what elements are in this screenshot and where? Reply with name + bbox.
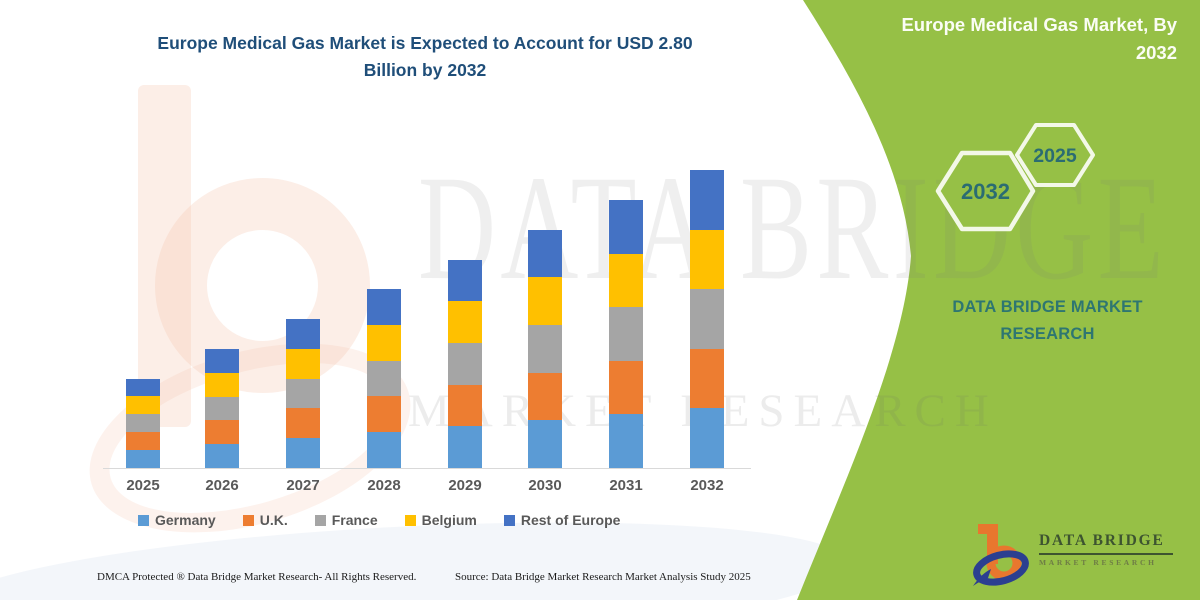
bar-segment-u-k-2025 [126, 432, 160, 451]
bar-segment-rest-of-europe-2028 [367, 289, 401, 325]
x-axis-label-2030: 2030 [528, 477, 562, 494]
hexagon-2032-label: 2032 [961, 179, 1010, 204]
bar-segment-rest-of-europe-2029 [448, 259, 482, 302]
footer-dmca-text: DMCA Protected ® Data Bridge Market Rese… [97, 571, 417, 583]
bar-2029 [448, 259, 482, 468]
bar-segment-belgium-2027 [286, 348, 320, 379]
bar-segment-rest-of-europe-2026 [205, 349, 239, 373]
bar-segment-belgium-2029 [448, 301, 482, 343]
hexagon-badges: 2032 2025 [935, 123, 1095, 232]
databridge-logo: DATA BRIDGE MARKET RESEARCH [973, 516, 1173, 592]
legend-marker-rest-of-europe [503, 514, 515, 526]
side-panel-title-line2: 2032 [1135, 41, 1177, 63]
legend-label-u-k: U.K. [259, 512, 288, 528]
side-panel-title-line1: Europe Medical Gas Market, By [901, 14, 1177, 35]
footer-source-text: Source: Data Bridge Market Research Mark… [455, 571, 751, 583]
brand-text: DATA BRIDGE MARKET RESEARCH [930, 294, 1165, 348]
legend-label-france: France [331, 512, 378, 528]
legend-marker-germany [138, 514, 149, 526]
bar-segment-u-k-2029 [448, 384, 482, 427]
legend-marker-u-k [242, 514, 254, 526]
chart-legend: Germany U.K. France Belgium Rest of Europe [138, 512, 620, 528]
legend-label-rest-of-europe: Rest of Europe [520, 512, 621, 528]
bar-2032 [690, 170, 724, 468]
hexagon-2025 [1015, 123, 1095, 187]
legend-item-rest-of-europe: Rest of Europe [503, 512, 621, 528]
bar-segment-germany-2025 [126, 450, 160, 468]
logo-subtitle: MARKET RESEARCH [1039, 557, 1157, 567]
x-axis-label-2029: 2029 [448, 477, 482, 494]
bar-segment-belgium-2025 [126, 396, 160, 415]
brand-text-line2: RESEARCH [1000, 325, 1095, 344]
bar-2028 [367, 289, 401, 468]
legend-item-belgium: Belgium [404, 512, 477, 528]
x-axis-label-2027: 2027 [286, 477, 320, 494]
legend-marker-belgium [404, 514, 416, 526]
hexagon-2032 [935, 150, 1036, 232]
bar-segment-rest-of-europe-2027 [286, 319, 320, 349]
databridge-logo-icon [973, 524, 1029, 586]
bar-segment-u-k-2030 [528, 372, 562, 421]
bar-segment-france-2030 [528, 324, 562, 373]
logo-divider [1039, 553, 1173, 555]
logo-name: DATA BRIDGE [1039, 532, 1165, 549]
x-axis-line [103, 468, 751, 469]
legend-label-belgium: Belgium [421, 512, 477, 528]
bar-segment-germany-2027 [286, 438, 320, 468]
bar-segment-rest-of-europe-2032 [690, 170, 724, 230]
bar-segment-rest-of-europe-2030 [528, 229, 562, 278]
legend-label-germany: Germany [155, 512, 216, 528]
bar-segment-france-2029 [448, 342, 482, 385]
bar-segment-germany-2032 [690, 408, 724, 468]
legend-marker-france [314, 514, 326, 526]
logo-text: DATA BRIDGE MARKET RESEARCH [1039, 532, 1173, 567]
bar-segment-belgium-2030 [528, 277, 562, 325]
bar-segment-belgium-2032 [690, 229, 724, 290]
bar-segment-germany-2031 [609, 414, 643, 468]
brand-text-line1: DATA BRIDGE MARKET [952, 298, 1143, 316]
legend-item-france: France [314, 512, 378, 528]
bar-segment-germany-2028 [367, 432, 401, 468]
chart-title-line1: Europe Medical Gas Market is Expected to… [157, 33, 693, 53]
x-axis-label-2026: 2026 [205, 477, 239, 494]
bar-2030 [528, 229, 562, 468]
bar-segment-france-2025 [126, 414, 160, 433]
bar-segment-u-k-2027 [286, 408, 320, 439]
bar-segment-u-k-2028 [367, 396, 401, 433]
bar-segment-germany-2030 [528, 420, 562, 468]
bar-2031 [609, 200, 643, 468]
bar-segment-france-2028 [367, 360, 401, 397]
legend-item-u-k: U.K. [242, 512, 288, 528]
x-axis-label-2032: 2032 [690, 477, 724, 494]
bar-2025 [126, 378, 160, 468]
x-axis-label-2025: 2025 [126, 477, 160, 494]
bar-segment-germany-2026 [205, 444, 239, 468]
bar-segment-rest-of-europe-2031 [609, 200, 643, 254]
bar-segment-rest-of-europe-2025 [126, 378, 160, 397]
bar-segment-belgium-2031 [609, 253, 643, 308]
chart-title-line2: Billion by 2032 [363, 60, 487, 81]
bar-segment-u-k-2026 [205, 420, 239, 445]
bar-segment-germany-2029 [448, 426, 482, 468]
hexagon-2025-label: 2025 [1033, 145, 1077, 167]
bar-segment-france-2031 [609, 307, 643, 361]
bar-2026 [205, 349, 239, 468]
bar-segment-u-k-2032 [690, 348, 724, 409]
side-panel-title: Europe Medical Gas Market, By 2032 [847, 11, 1177, 67]
bar-segment-belgium-2028 [367, 324, 401, 361]
bar-2027 [286, 319, 320, 468]
bar-segment-france-2027 [286, 378, 320, 409]
x-axis-label-2031: 2031 [609, 477, 643, 494]
bar-segment-france-2026 [205, 396, 239, 421]
bar-segment-france-2032 [690, 289, 724, 349]
bar-segment-u-k-2031 [609, 360, 643, 415]
chart-title: Europe Medical Gas Market is Expected to… [105, 30, 745, 84]
legend-item-germany: Germany [138, 512, 216, 528]
x-axis-label-2028: 2028 [367, 477, 401, 494]
bar-segment-belgium-2026 [205, 372, 239, 397]
